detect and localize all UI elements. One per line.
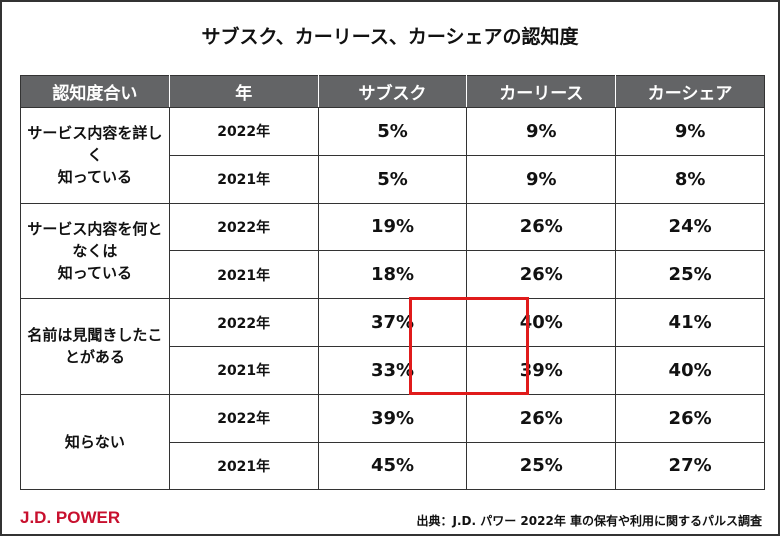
category-label: 知らない <box>64 433 125 452</box>
value-cell: 19% <box>317 202 468 252</box>
source-note: 出典：J.D. パワー 2022年 車の保有や利用に関するパルス調査 <box>416 514 762 528</box>
category-cell: サービス内容を何となくは知っている <box>20 202 170 300</box>
value-cell: 26% <box>466 202 617 252</box>
column-header: サブスク <box>317 75 468 108</box>
table-row: サービス内容を何となくは 知っている 2022年 19% 26% 24% <box>20 202 765 300</box>
table-row: 2021年 33% 39% 40% <box>21 345 765 395</box>
value-cell: 26% <box>466 250 617 300</box>
value-cell: 39% <box>317 393 468 443</box>
year-cell: 2022年 <box>168 107 319 156</box>
table-row: 知らない 2022年 39% 26% 26% <box>20 393 765 491</box>
value-cell: 8% <box>615 154 765 204</box>
year-cell: 2021年 <box>168 154 319 204</box>
table-row: 名前は見聞きしたことがある 2022年 37% 40% 41% <box>20 298 765 395</box>
value-cell: 5% <box>317 154 468 204</box>
awareness-table: 認知度合い年サブスク カーリース カーシェア サービス内容を詳しく 知っている 2022… <box>20 75 765 491</box>
value-cell: 9% <box>466 107 617 156</box>
header-row: 認知度合い年サブスク カーリース カーシェア <box>20 75 765 108</box>
category-cell: サービス内容を詳しく知っている <box>20 107 170 204</box>
value-cell: 40% <box>615 345 765 395</box>
column-header: 認知度合い <box>20 75 170 108</box>
value-cell: 39% <box>466 345 617 395</box>
value-cell: 9% <box>615 107 765 156</box>
value-cell: 40% <box>466 298 617 347</box>
table-row: 2021年 18% 26% 25% <box>21 250 765 300</box>
value-cell: 41% <box>615 298 765 347</box>
value-cell: 9% <box>466 154 617 204</box>
value-cell: 25% <box>615 250 765 300</box>
category-label: 名前は見聞きしたことがある <box>27 326 163 367</box>
value-cell: 18% <box>317 250 468 300</box>
year-cell: 2021年 <box>168 345 319 395</box>
value-cell: 45% <box>317 441 468 491</box>
table-row: サービス内容を詳しく 知っている 2022年 5% 9% 9% <box>20 107 765 204</box>
year-cell: 2022年 <box>168 393 319 443</box>
column-header: カーリース <box>466 75 617 108</box>
value-cell: 37% <box>317 298 468 347</box>
table-row: 2021年 45% 25% 27% <box>21 441 765 491</box>
column-header: カーシェア <box>615 75 765 108</box>
year-cell: 2022年 <box>168 202 319 252</box>
column-header: 年 <box>168 75 319 108</box>
page-title: サブスク、カーリース、カーシェアの認知度 <box>201 26 579 48</box>
category-label: 知っている <box>57 263 133 282</box>
value-cell: 24% <box>615 202 765 252</box>
value-cell: 26% <box>466 393 617 443</box>
year-cell: 2021年 <box>168 250 319 300</box>
category-cell: 名前は見聞きしたことがある <box>20 298 170 395</box>
year-cell: 2022年 <box>168 298 319 347</box>
highlight-box <box>409 297 529 395</box>
category-label: サービス内容を詳しく <box>27 124 163 165</box>
value-cell: 27% <box>615 441 765 491</box>
value-cell: 26% <box>615 393 765 443</box>
category-label: サービス内容を何となくは <box>27 219 163 260</box>
value-cell: 25% <box>466 441 617 491</box>
value-cell: 5% <box>317 107 468 156</box>
value-cell: 33% <box>317 345 468 395</box>
category-cell: 知らない <box>20 393 170 491</box>
table-row: 2021年 5% 9% 8% <box>21 154 765 204</box>
year-cell: 2021年 <box>168 441 319 491</box>
jd-power-logo: J.D. POWER <box>20 508 121 527</box>
category-label: 知っている <box>57 168 133 187</box>
